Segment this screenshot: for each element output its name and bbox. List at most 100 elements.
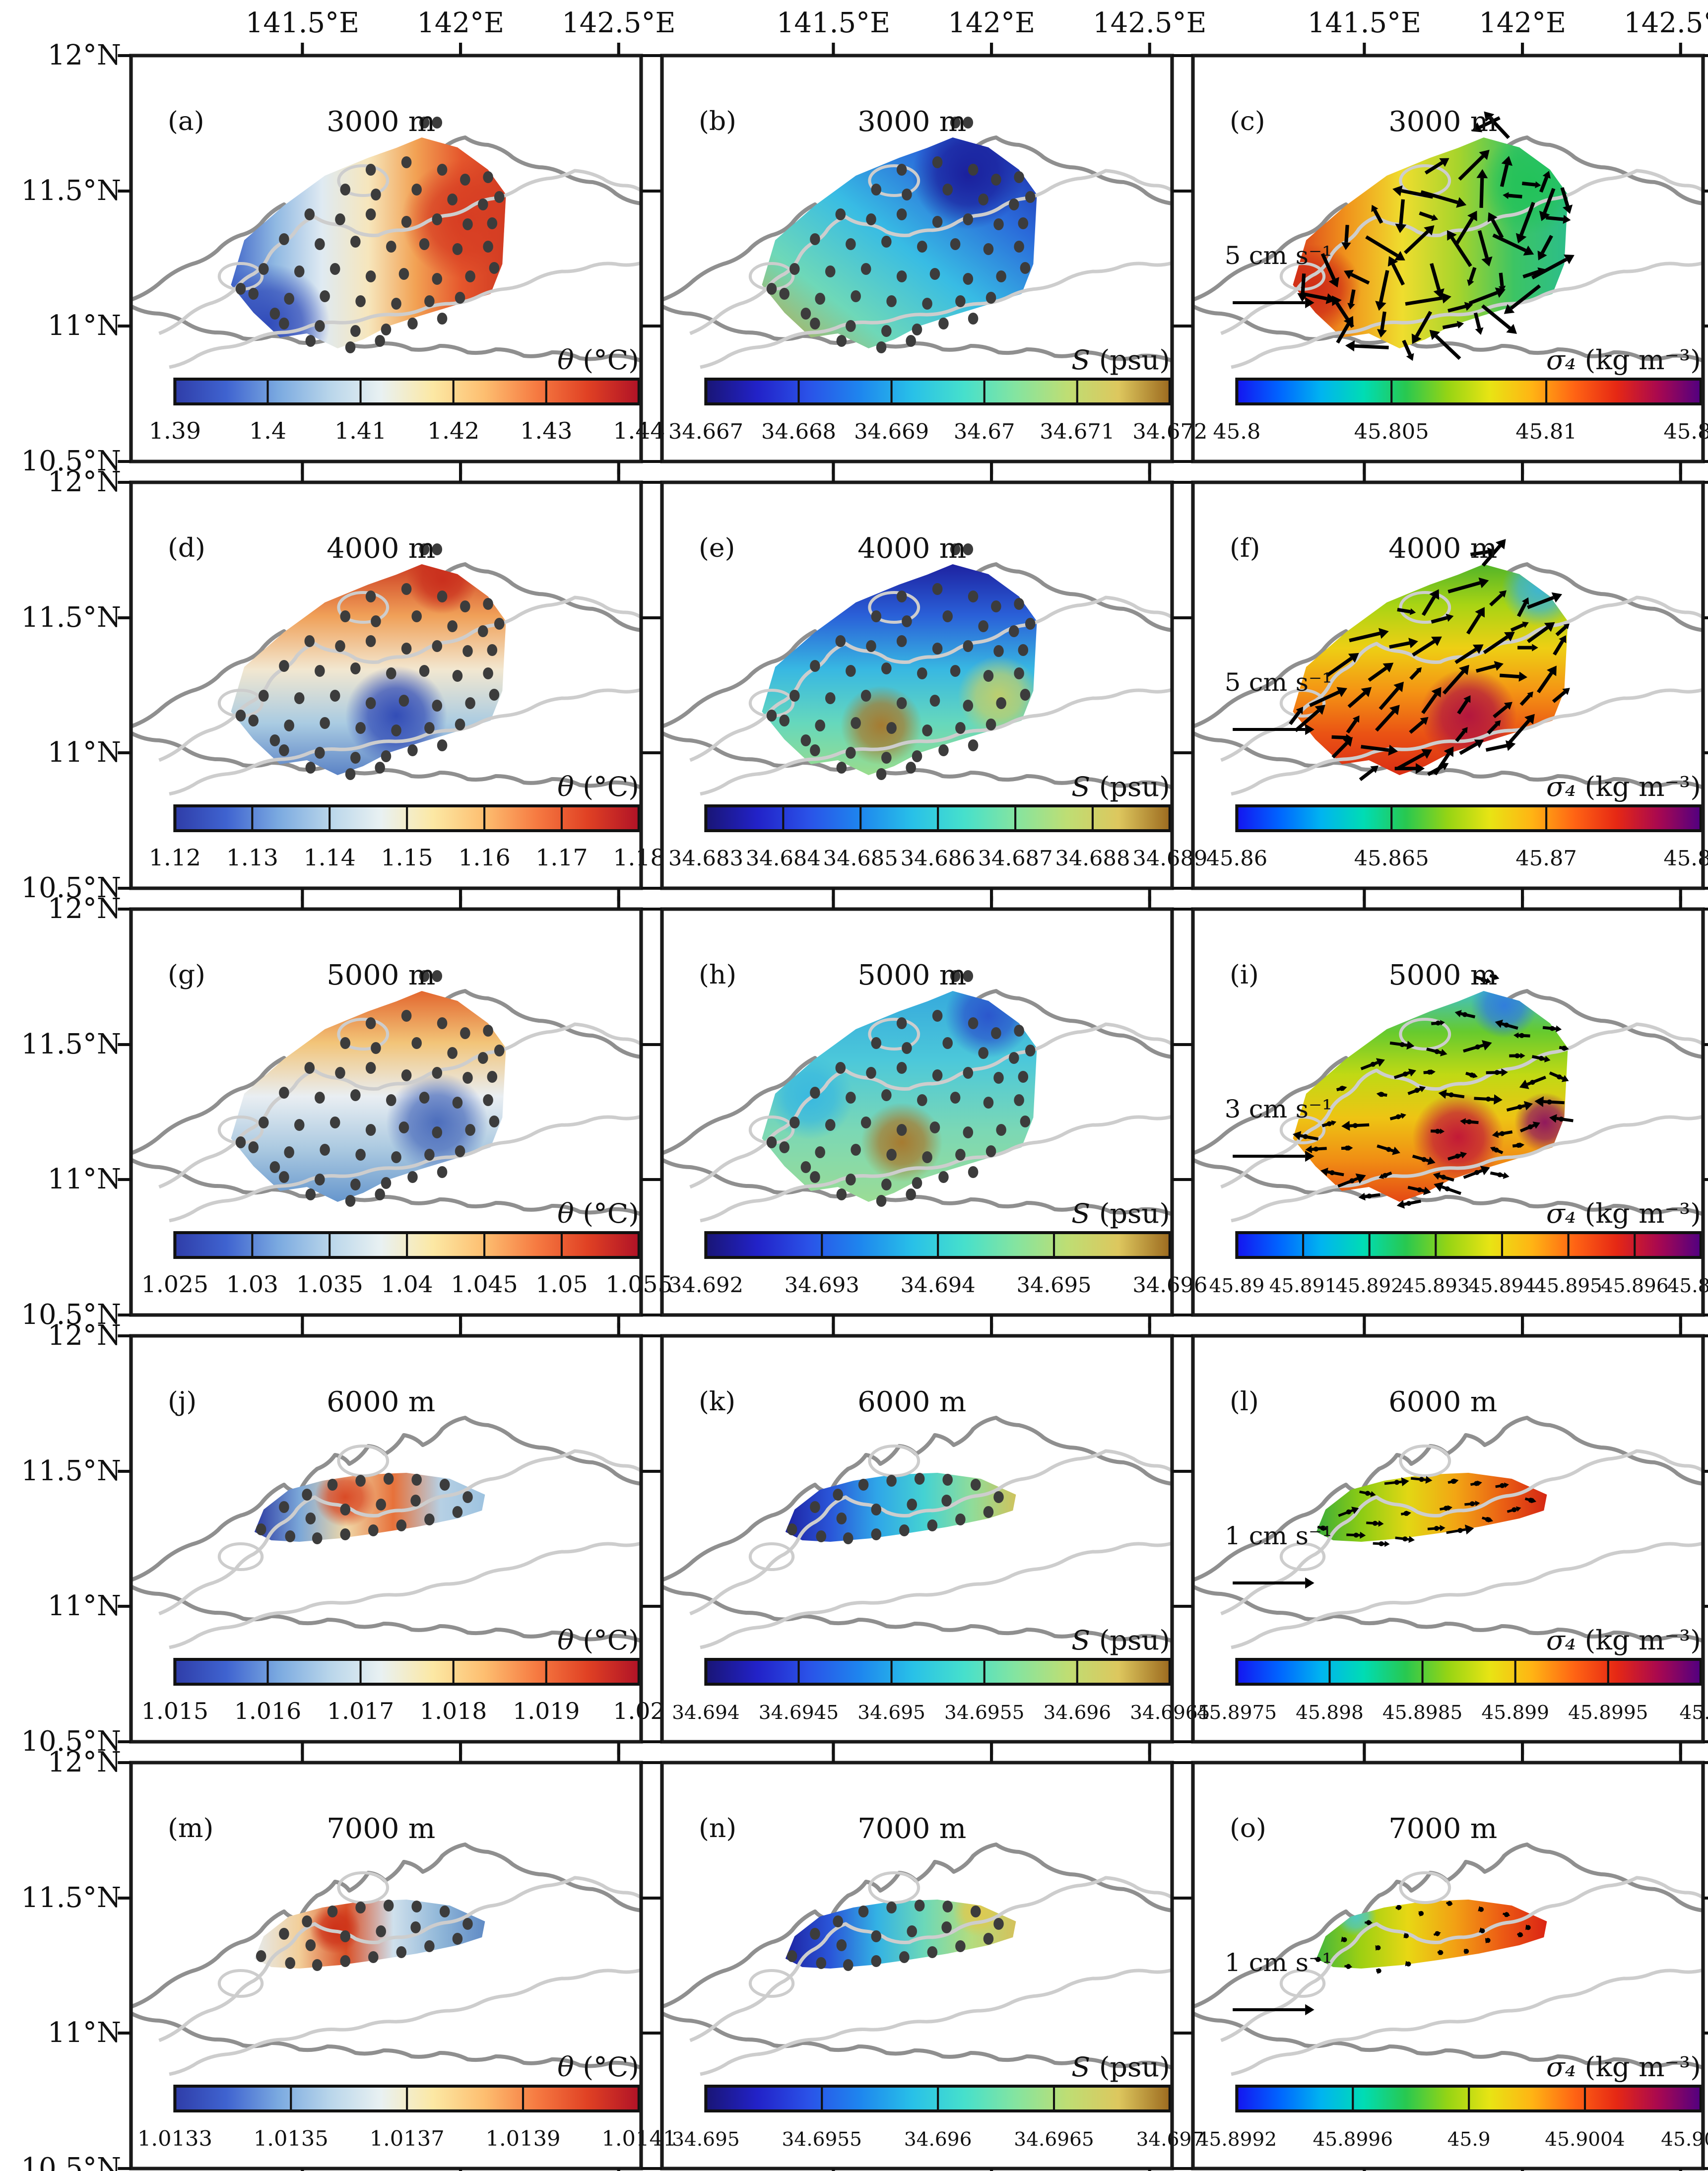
bathymetry-contour-light bbox=[689, 169, 1174, 335]
station-dot bbox=[432, 640, 443, 652]
bathymetry-contour-light bbox=[1220, 1022, 1705, 1189]
station-dot bbox=[419, 1092, 430, 1104]
colorbar-tick-label: 34.689 bbox=[1132, 847, 1207, 871]
station-dot bbox=[851, 717, 861, 729]
colorbar-tick-label: 1.0139 bbox=[486, 2127, 561, 2151]
velocity-arrow bbox=[1404, 230, 1429, 255]
station-dot bbox=[1020, 262, 1031, 274]
velocity-arrowhead bbox=[1358, 1192, 1366, 1201]
velocity-arrow bbox=[1489, 117, 1510, 139]
velocity-arrowhead bbox=[1341, 1120, 1350, 1131]
station-dot bbox=[929, 695, 940, 707]
velocity-arrow bbox=[1492, 233, 1527, 253]
station-dot bbox=[846, 665, 856, 677]
station-dot bbox=[766, 710, 777, 722]
velocity-arrowhead bbox=[1408, 1068, 1416, 1077]
velocity-arrowhead bbox=[1403, 1932, 1409, 1938]
velocity-arrowhead bbox=[1424, 225, 1435, 236]
panel-letter: (m) bbox=[168, 1814, 213, 1843]
station-dot bbox=[447, 194, 458, 205]
station-dot bbox=[993, 645, 1004, 657]
colorbar-tick-label: 34.67 bbox=[954, 420, 1015, 444]
station-dot bbox=[340, 1955, 351, 1967]
colorbar bbox=[1237, 1659, 1701, 1684]
velocity-arrowhead bbox=[1444, 746, 1454, 757]
velocity-arrowhead bbox=[1551, 592, 1563, 603]
station-dot bbox=[345, 1195, 356, 1207]
depth-label: 6000 m bbox=[327, 1386, 435, 1418]
station-dot bbox=[787, 1523, 797, 1535]
velocity-arrow bbox=[1366, 1521, 1379, 1525]
station-dot bbox=[419, 543, 430, 555]
station-dot bbox=[424, 295, 435, 307]
velocity-arrowhead bbox=[1495, 539, 1506, 550]
velocity-arrowhead bbox=[1485, 978, 1492, 984]
velocity-arrowhead bbox=[1439, 1949, 1444, 1955]
panel-o: 45.8992 45.8996 45.9 45.9004 45.9008 σ₄ (kg m… bbox=[1180, 1750, 1708, 2171]
station-dot bbox=[851, 290, 861, 302]
station-dot bbox=[968, 164, 979, 176]
velocity-arrowhead bbox=[1519, 1079, 1529, 1089]
velocity-arrowhead bbox=[1418, 1911, 1424, 1917]
velocity-arrowhead bbox=[1441, 292, 1451, 304]
station-dot bbox=[950, 543, 961, 555]
variable-label: S (psu) bbox=[1071, 1625, 1170, 1656]
variable-unit: (psu) bbox=[1090, 771, 1170, 802]
colorbar-tick-label: 1.035 bbox=[296, 1271, 363, 1298]
colorbar-tick-label: 45.9008 bbox=[1661, 2128, 1708, 2150]
lat-tick-label: 11°N bbox=[47, 310, 121, 342]
velocity-arrow bbox=[1519, 1123, 1535, 1133]
colorbar-tick-label: 34.695 bbox=[672, 2128, 740, 2150]
colorbar-border bbox=[704, 1231, 1172, 1259]
velocity-arrow bbox=[1317, 1525, 1324, 1530]
velocity-arrow bbox=[1445, 1092, 1465, 1099]
station-dot bbox=[381, 1177, 392, 1189]
station-dot bbox=[871, 1955, 882, 1967]
station-dot bbox=[833, 1489, 843, 1501]
station-dot bbox=[896, 270, 907, 282]
colorbar bbox=[706, 379, 1170, 404]
variable-symbol: S bbox=[1071, 1198, 1090, 1229]
velocity-arrowhead bbox=[1519, 1142, 1525, 1148]
panel-i: 45.89 45.89145.89245.89345.89445.89545.89… bbox=[1180, 896, 1708, 1328]
velocity-arrow bbox=[1379, 687, 1399, 710]
station-dot bbox=[489, 1116, 500, 1127]
station-dot bbox=[483, 1025, 493, 1037]
velocity-arrowhead bbox=[1348, 1145, 1353, 1151]
station-dot bbox=[836, 1513, 847, 1524]
velocity-arrowhead bbox=[1463, 695, 1471, 703]
bathymetry-contour-light bbox=[689, 1876, 1174, 2042]
colorbar-border bbox=[173, 378, 641, 405]
velocity-arrow bbox=[1361, 745, 1389, 752]
lat-tick-label: 10.5°N bbox=[21, 2152, 121, 2171]
variable-label: S (psu) bbox=[1071, 344, 1170, 376]
variable-symbol: θ bbox=[557, 1625, 574, 1656]
station-dot bbox=[437, 739, 448, 751]
station-dot bbox=[315, 747, 325, 759]
velocity-arrow bbox=[1521, 182, 1536, 187]
velocity-arrow bbox=[1487, 723, 1499, 735]
velocity-arrow bbox=[1446, 1528, 1466, 1534]
velocity-arrow bbox=[1389, 641, 1410, 649]
station-dot bbox=[836, 335, 847, 347]
velocity-arrowhead bbox=[1467, 279, 1474, 286]
panel-frame bbox=[129, 54, 643, 463]
velocity-arrowhead bbox=[1355, 1173, 1366, 1184]
station-dot bbox=[452, 1097, 463, 1109]
panel-letter: (d) bbox=[168, 533, 205, 563]
velocity-arrowhead bbox=[1440, 1020, 1445, 1026]
variable-symbol: S bbox=[1071, 2051, 1090, 2083]
velocity-arrowhead bbox=[1485, 1938, 1490, 1944]
colorbar-tick-label: 45.8 bbox=[1213, 420, 1260, 444]
velocity-arrow bbox=[1474, 1097, 1494, 1101]
velocity-arrow bbox=[1375, 710, 1395, 732]
velocity-arrowhead bbox=[1492, 1130, 1499, 1138]
station-dot bbox=[927, 1519, 938, 1531]
velocity-arrow bbox=[1552, 690, 1567, 703]
velocity-arrowhead bbox=[1388, 744, 1398, 756]
panel-f: 45.86 45.865 45.87 45.875 σ₄ (kg m⁻³) (f) 4000… bbox=[1180, 469, 1708, 901]
station-dot bbox=[955, 722, 966, 734]
velocity-arrowhead bbox=[1393, 681, 1404, 692]
velocity-arrowhead bbox=[1368, 1919, 1373, 1926]
colorbar-tick-label: 45.8996 bbox=[1313, 2128, 1393, 2150]
